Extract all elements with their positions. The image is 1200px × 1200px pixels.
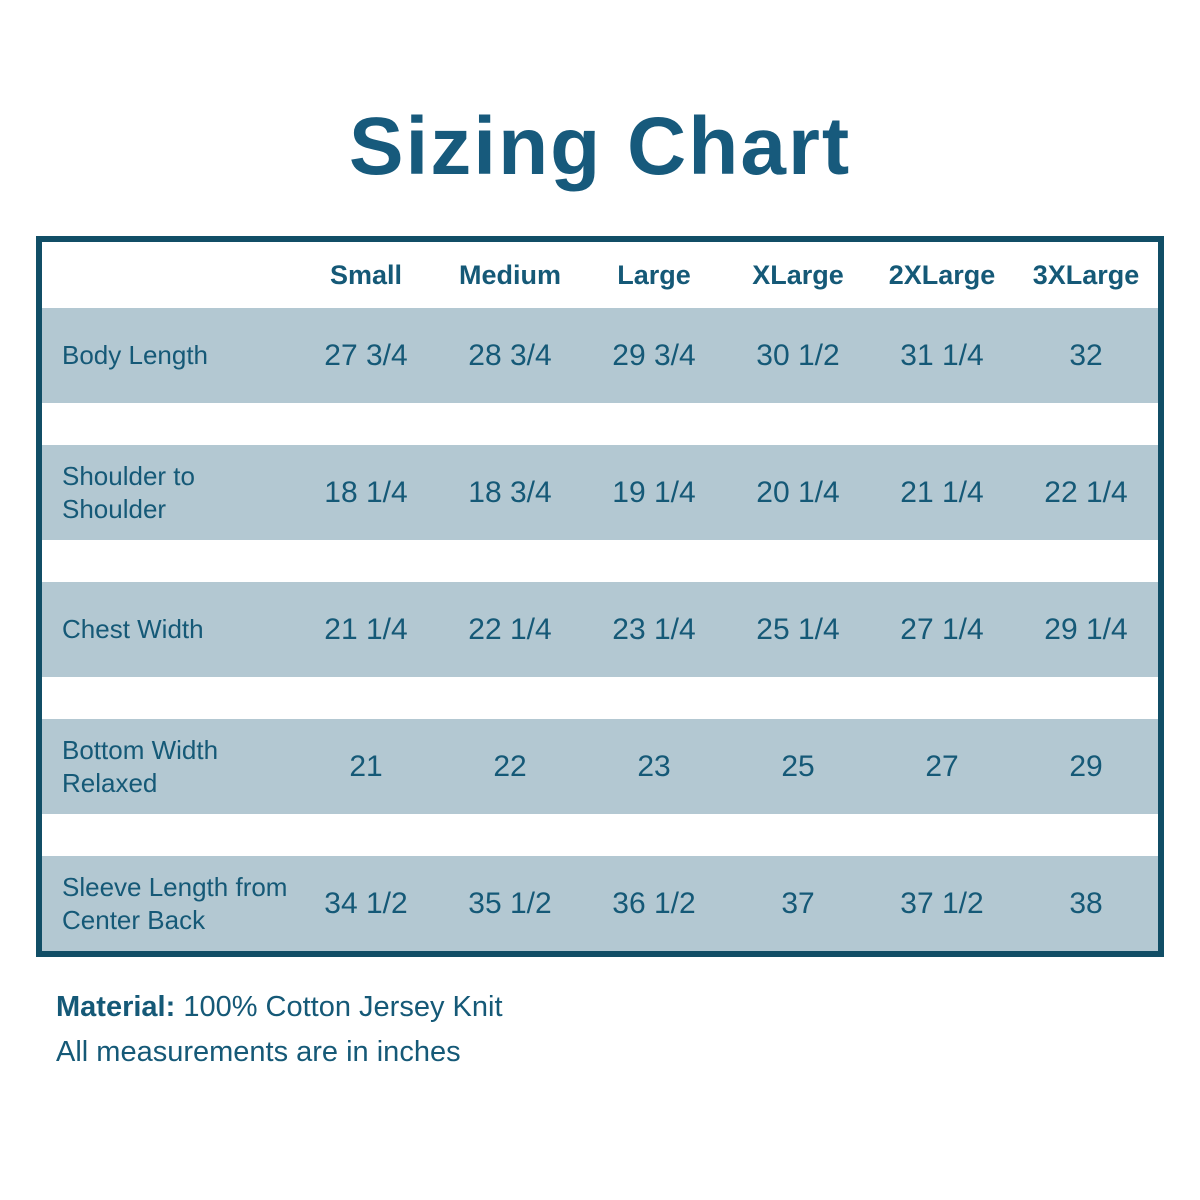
page-title: Sizing Chart [348,101,852,192]
size-value-cell: 27 3/4 [324,338,408,372]
size-value-cell: 30 1/2 [756,338,840,372]
table-row: Bottom Width Relaxed 21 22 23 25 27 29 [42,719,1158,814]
size-column-header: XLarge [752,259,844,290]
size-value-cell: 22 1/4 [468,612,552,646]
size-value-cell: 25 1/4 [756,612,840,646]
size-column-header: Large [617,259,691,290]
size-column-header: Medium [458,259,561,290]
size-value-cell: 25 [781,749,815,783]
size-column-header: 2XLarge [888,259,996,290]
row-label: Sleeve Length from Center Back [62,872,288,935]
size-value-cell: 29 [1069,749,1103,783]
size-value-cell: 28 3/4 [468,338,552,372]
size-value-cell: 20 1/4 [756,475,840,509]
table-row: Chest Width 21 1/4 22 1/4 23 1/4 25 1/4 27 1/… [42,582,1158,677]
size-value-cell: 29 1/4 [1044,612,1128,646]
table-row: Body Length 27 3/4 28 3/4 29 3/4 30 1/2 31 1/… [42,308,1158,403]
material-line: Material: 100% Cotton Jersey Knit [56,985,1164,1030]
sizing-table: Small Medium Large XLarge 2XLarge 3XLarge Bod… [36,236,1164,957]
table-row: Shoulder to Shoulder 18 1/4 18 3/4 19 1/4 20… [42,445,1158,540]
size-value-cell: 34 1/2 [324,886,408,920]
size-value-cell: 21 1/4 [900,475,984,509]
size-value-cell: 22 1/4 [1044,475,1128,509]
size-value-cell: 23 [637,749,671,783]
row-label: Body Length [62,340,209,371]
size-value-cell: 21 [349,749,383,783]
size-value-cell: 19 1/4 [612,475,696,509]
table-body: Body Length 27 3/4 28 3/4 29 3/4 30 1/2 31 1/… [42,308,1158,951]
size-value-cell: 27 1/4 [900,612,984,646]
material-value: 100% Cotton Jersey Knit [183,991,503,1023]
size-value-cell: 36 1/2 [612,886,696,920]
row-label: Shoulder to Shoulder [62,461,195,524]
size-value-cell: 18 1/4 [324,475,408,509]
table-row: Sleeve Length from Center Back 34 1/2 35 1… [42,856,1158,951]
size-value-cell: 31 1/4 [900,338,984,372]
material-label: Material: [56,991,176,1023]
size-value-cell: 18 3/4 [468,475,552,509]
row-label: Bottom Width Relaxed [62,735,219,798]
size-value-cell: 22 [493,749,527,783]
size-value-cell: 37 [781,886,815,920]
size-value-cell: 23 1/4 [612,612,696,646]
size-value-cell: 29 3/4 [612,338,696,372]
footer-notes: Material: 100% Cotton Jersey Knit All me… [36,985,1164,1075]
row-label: Chest Width [62,614,204,645]
size-value-cell: 32 [1069,338,1103,372]
size-column-header: 3XLarge [1032,259,1140,290]
size-value-cell: 35 1/2 [468,886,552,920]
size-value-cell: 37 1/2 [900,886,984,920]
units-note: All measurements are in inches [56,1035,461,1068]
size-value-cell: 27 [925,749,959,783]
size-column-header-row: Small Medium Large XLarge 2XLarge 3XLarge [42,242,1158,308]
size-value-cell: 21 1/4 [324,612,408,646]
size-value-cell: 38 [1069,886,1103,920]
size-column-header: Small [329,259,403,290]
